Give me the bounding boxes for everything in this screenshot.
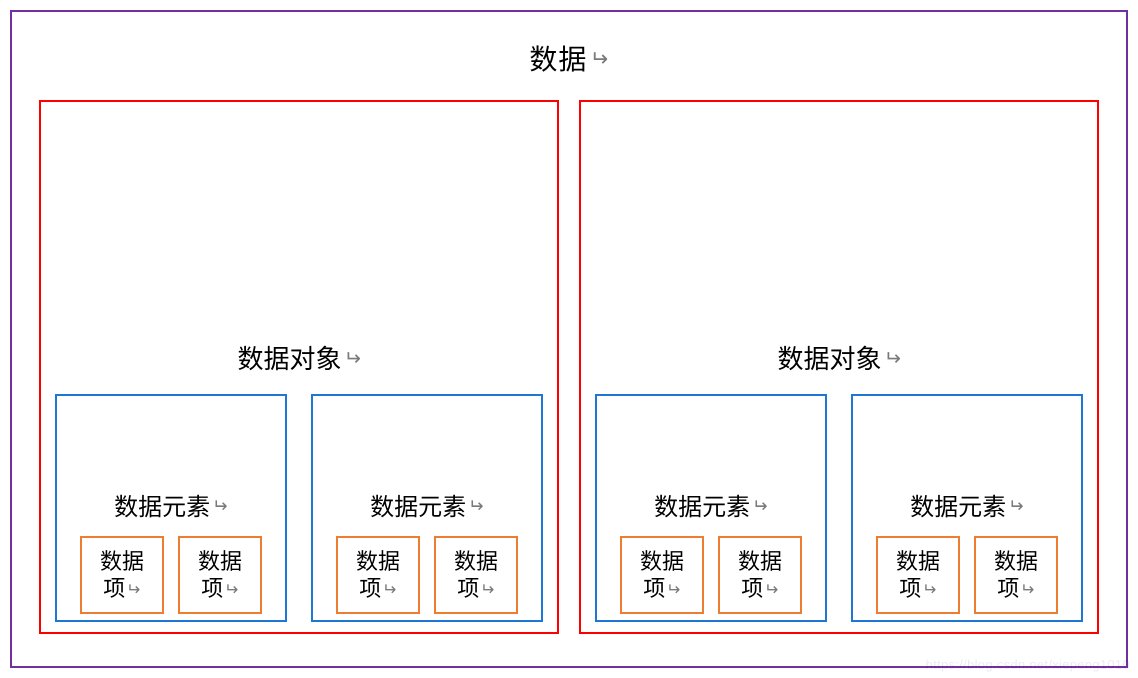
return-icon: ↵ [922,579,936,600]
data-object-box: 数据对象 ↵ 数据元素 ↵ 数据 项 ↵ [579,100,1099,634]
data-item-line1: 数据 [454,548,498,576]
data-item-line2-wrap: 项 ↵ [643,575,680,603]
data-item-line1: 数据 [356,548,400,576]
data-object-label-text: 数据对象 [778,339,882,376]
return-icon: ↵ [764,579,778,600]
data-item-line2: 项 [359,575,381,603]
data-item-box: 数据 项 ↵ [80,536,164,614]
items-row: 数据 项 ↵ 数据 项 ↵ [876,536,1058,614]
watermark-text: https://blog.csdn.net/xiepeng1010 [926,657,1130,672]
return-icon: ↵ [1008,495,1024,517]
objects-row: 数据对象 ↵ 数据元素 ↵ 数据 项 ↵ [12,100,1126,634]
return-icon: ↵ [589,46,608,72]
data-element-label: 数据元素 ↵ [910,487,1024,522]
data-object-box: 数据对象 ↵ 数据元素 ↵ 数据 项 ↵ [39,100,559,634]
data-item-box: 数据 项 ↵ [620,536,704,614]
data-element-label-text: 数据元素 [114,487,210,522]
data-item-line2: 项 [741,575,763,603]
data-item-line2-wrap: 项 ↵ [103,575,140,603]
data-item-box: 数据 项 ↵ [876,536,960,614]
items-row: 数据 项 ↵ 数据 项 ↵ [80,536,262,614]
data-item-line2: 项 [997,575,1019,603]
data-item-line2-wrap: 项 ↵ [899,575,936,603]
data-item-line1: 数据 [994,548,1038,576]
data-item-line2: 项 [899,575,921,603]
data-object-label: 数据对象 ↵ [778,339,901,376]
data-object-label-text: 数据对象 [238,339,342,376]
data-item-box: 数据 项 ↵ [336,536,420,614]
data-item-line2: 项 [103,575,125,603]
data-item-box: 数据 项 ↵ [974,536,1058,614]
data-element-label: 数据元素 ↵ [370,487,484,522]
data-item-line2: 项 [643,575,665,603]
data-object-label: 数据对象 ↵ [238,339,361,376]
elements-row: 数据元素 ↵ 数据 项 ↵ 数据 [581,394,1097,622]
data-item-line1: 数据 [640,548,684,576]
data-element-label: 数据元素 ↵ [114,487,228,522]
data-element-label-text: 数据元素 [370,487,466,522]
items-row: 数据 项 ↵ 数据 项 ↵ [620,536,802,614]
data-item-line1: 数据 [100,548,144,576]
data-element-box: 数据元素 ↵ 数据 项 ↵ 数据 [595,394,827,622]
data-outer-box: 数据 ↵ 数据对象 ↵ 数据元素 ↵ 数据 [10,10,1128,668]
data-element-label-text: 数据元素 [910,487,1006,522]
return-icon: ↵ [344,346,361,371]
data-item-line2-wrap: 项 ↵ [201,575,238,603]
data-item-box: 数据 项 ↵ [434,536,518,614]
data-item-line1: 数据 [738,548,782,576]
data-item-line1: 数据 [896,548,940,576]
return-icon: ↵ [382,579,396,600]
return-icon: ↵ [480,579,494,600]
return-icon: ↵ [884,346,901,371]
data-item-box: 数据 项 ↵ [718,536,802,614]
data-item-line2-wrap: 项 ↵ [997,575,1034,603]
data-item-line2-wrap: 项 ↵ [741,575,778,603]
return-icon: ↵ [666,579,680,600]
data-element-box: 数据元素 ↵ 数据 项 ↵ 数据 [55,394,287,622]
data-element-label-text: 数据元素 [654,487,750,522]
return-icon: ↵ [1020,579,1034,600]
data-item-line2: 项 [201,575,223,603]
return-icon: ↵ [468,495,484,517]
data-element-label: 数据元素 ↵ [654,487,768,522]
data-item-box: 数据 项 ↵ [178,536,262,614]
data-label: 数据 ↵ [529,38,608,78]
elements-row: 数据元素 ↵ 数据 项 ↵ 数据 [41,394,557,622]
return-icon: ↵ [212,495,228,517]
items-row: 数据 项 ↵ 数据 项 ↵ [336,536,518,614]
data-label-text: 数据 [529,38,587,78]
data-element-box: 数据元素 ↵ 数据 项 ↵ 数据 [311,394,543,622]
data-item-line2: 项 [457,575,479,603]
return-icon: ↵ [126,579,140,600]
data-item-line2-wrap: 项 ↵ [359,575,396,603]
return-icon: ↵ [752,495,768,517]
data-item-line1: 数据 [198,548,242,576]
data-item-line2-wrap: 项 ↵ [457,575,494,603]
data-element-box: 数据元素 ↵ 数据 项 ↵ 数据 [851,394,1083,622]
return-icon: ↵ [224,579,238,600]
